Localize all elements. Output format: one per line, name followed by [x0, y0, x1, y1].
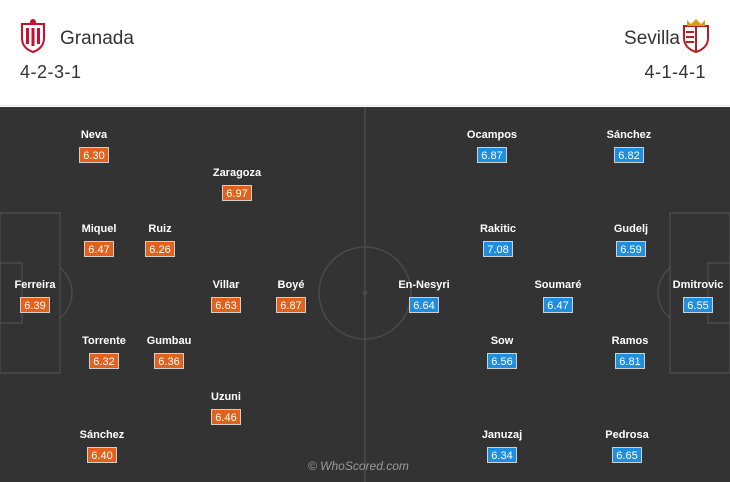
player-rating: 6.87	[276, 297, 306, 313]
home-player-lcb[interactable]: Miquel 6.47	[54, 223, 144, 258]
player-name: Soumaré	[534, 279, 582, 291]
away-player-st[interactable]: En-Nesyri 6.64	[379, 279, 469, 314]
player-rating: 6.32	[89, 353, 119, 369]
home-formation: 4-2-3-1	[20, 62, 82, 82]
player-rating: 6.59	[616, 241, 646, 257]
home-player-lb[interactable]: Neva 6.30	[49, 129, 139, 164]
player-rating: 6.40	[87, 447, 117, 463]
home-player-rdm[interactable]: Gumbau 6.36	[124, 335, 214, 370]
player-rating: 6.56	[487, 353, 517, 369]
home-player-ram[interactable]: Uzuni 6.46	[181, 391, 271, 426]
home-player-st[interactable]: Boyé 6.87	[246, 279, 336, 314]
away-player-rcm[interactable]: Rakitic 7.08	[453, 223, 543, 258]
home-player-cam[interactable]: Villar 6.63	[181, 279, 271, 314]
away-player-lcm[interactable]: Sow 6.56	[457, 335, 547, 370]
player-name: Sánchez	[79, 429, 125, 441]
player-name: Ferreira	[14, 279, 56, 291]
player-rating: 6.30	[79, 147, 109, 163]
pitch-markings	[0, 107, 730, 482]
player-rating: 6.46	[211, 409, 241, 425]
away-player-lcb[interactable]: Ramos 6.81	[585, 335, 675, 370]
player-name: Gudelj	[613, 223, 649, 235]
player-rating: 6.39	[20, 297, 50, 313]
player-rating: 6.64	[409, 297, 439, 313]
player-name: Sow	[490, 335, 514, 347]
home-player-gk[interactable]: Ferreira 6.39	[0, 279, 80, 314]
player-name: Ruiz	[148, 223, 172, 235]
player-name: Gumbau	[146, 335, 192, 347]
player-rating: 6.65	[612, 447, 642, 463]
away-player-lm[interactable]: Januzaj 6.34	[457, 429, 547, 464]
player-name: En-Nesyri	[398, 279, 450, 291]
player-name: Miquel	[81, 223, 117, 235]
home-player-rb[interactable]: Sánchez 6.40	[57, 429, 147, 464]
away-player-rcb[interactable]: Gudelj 6.59	[586, 223, 676, 258]
player-name: Ramos	[611, 335, 649, 347]
match-header: Granada 4-2-3-1 Sevilla 4-1-4-1	[0, 0, 730, 106]
player-name: Zaragoza	[212, 167, 262, 179]
player-name: Rakitic	[479, 223, 517, 235]
player-name: Villar	[212, 279, 240, 291]
player-rating: 6.87	[477, 147, 507, 163]
player-rating: 6.63	[211, 297, 241, 313]
granada-crest-icon	[21, 19, 45, 54]
home-player-rcb[interactable]: Torrente 6.32	[59, 335, 149, 370]
away-player-dm[interactable]: Soumaré 6.47	[513, 279, 603, 314]
player-rating: 6.26	[145, 241, 175, 257]
player-name: Uzuni	[211, 391, 241, 403]
player-name: Torrente	[82, 335, 126, 347]
home-player-lam[interactable]: Zaragoza 6.97	[192, 167, 282, 202]
away-player-lb[interactable]: Pedrosa 6.65	[582, 429, 672, 464]
player-name: Januzaj	[481, 429, 523, 441]
sevilla-crest-icon	[683, 19, 709, 54]
home-team-name[interactable]: Granada	[60, 28, 134, 49]
player-name: Neva	[80, 129, 108, 141]
player-rating: 6.97	[222, 185, 252, 201]
away-player-rb[interactable]: Sánchez 6.82	[584, 129, 674, 164]
player-name: Sánchez	[606, 129, 652, 141]
player-rating: 6.81	[615, 353, 645, 369]
away-formation: 4-1-4-1	[644, 62, 706, 82]
player-name: Pedrosa	[605, 429, 649, 441]
home-player-ldm[interactable]: Ruiz 6.26	[115, 223, 205, 258]
whoscored-watermark: © WhoScored.com	[308, 459, 409, 473]
player-name: Dmitrovic	[672, 279, 724, 291]
player-name: Boyé	[277, 279, 305, 291]
player-rating: 6.34	[487, 447, 517, 463]
player-rating: 6.82	[614, 147, 644, 163]
player-rating: 6.47	[543, 297, 573, 313]
player-rating: 6.36	[154, 353, 184, 369]
player-name: Ocampos	[466, 129, 518, 141]
away-player-gk[interactable]: Dmitrovic 6.55	[653, 279, 730, 314]
pitch: Ferreira 6.39 Neva 6.30 Miquel 6.47 Torr…	[0, 107, 730, 482]
away-player-rm[interactable]: Ocampos 6.87	[447, 129, 537, 164]
away-team-name[interactable]: Sevilla	[624, 28, 680, 49]
player-rating: 7.08	[483, 241, 513, 257]
player-rating: 6.55	[683, 297, 713, 313]
player-rating: 6.47	[84, 241, 114, 257]
